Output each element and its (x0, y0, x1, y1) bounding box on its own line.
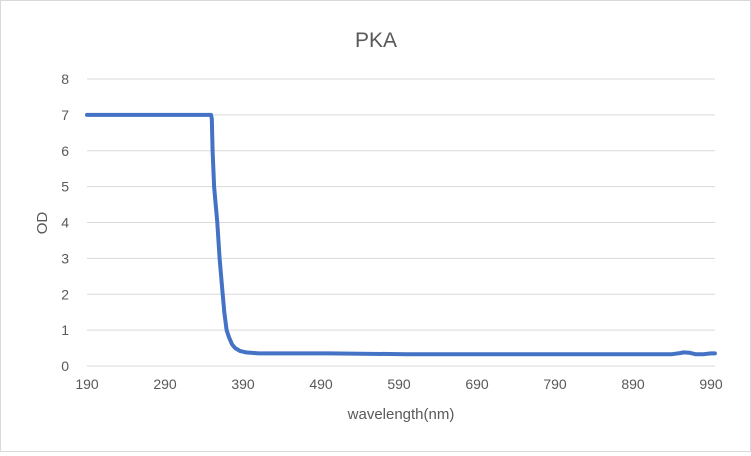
x-axis-label: wavelength(nm) (347, 406, 455, 423)
x-tick-label: 490 (309, 376, 333, 392)
y-tick-label: 7 (61, 107, 69, 123)
x-tick-label: 590 (387, 376, 411, 392)
x-tick-label: 290 (153, 376, 177, 392)
y-tick-label: 2 (61, 286, 69, 302)
x-tick-label: 890 (621, 376, 645, 392)
y-axis-label: OD (34, 212, 51, 235)
x-tick-label: 390 (231, 376, 255, 392)
y-tick-label: 0 (61, 358, 69, 374)
x-tick-label: 190 (75, 376, 99, 392)
y-tick-label: 4 (61, 215, 69, 231)
y-tick-label: 8 (61, 71, 69, 87)
y-tick-label: 1 (61, 322, 69, 338)
y-tick-label: 3 (61, 250, 69, 266)
chart-title: PKA (355, 29, 397, 52)
series-line (85, 112, 717, 357)
x-tick-label: 790 (543, 376, 567, 392)
x-tick-label: 690 (465, 376, 489, 392)
y-tick-label: 5 (61, 179, 69, 195)
y-tick-label: 6 (61, 143, 69, 159)
x-tick-label: 990 (699, 376, 723, 392)
